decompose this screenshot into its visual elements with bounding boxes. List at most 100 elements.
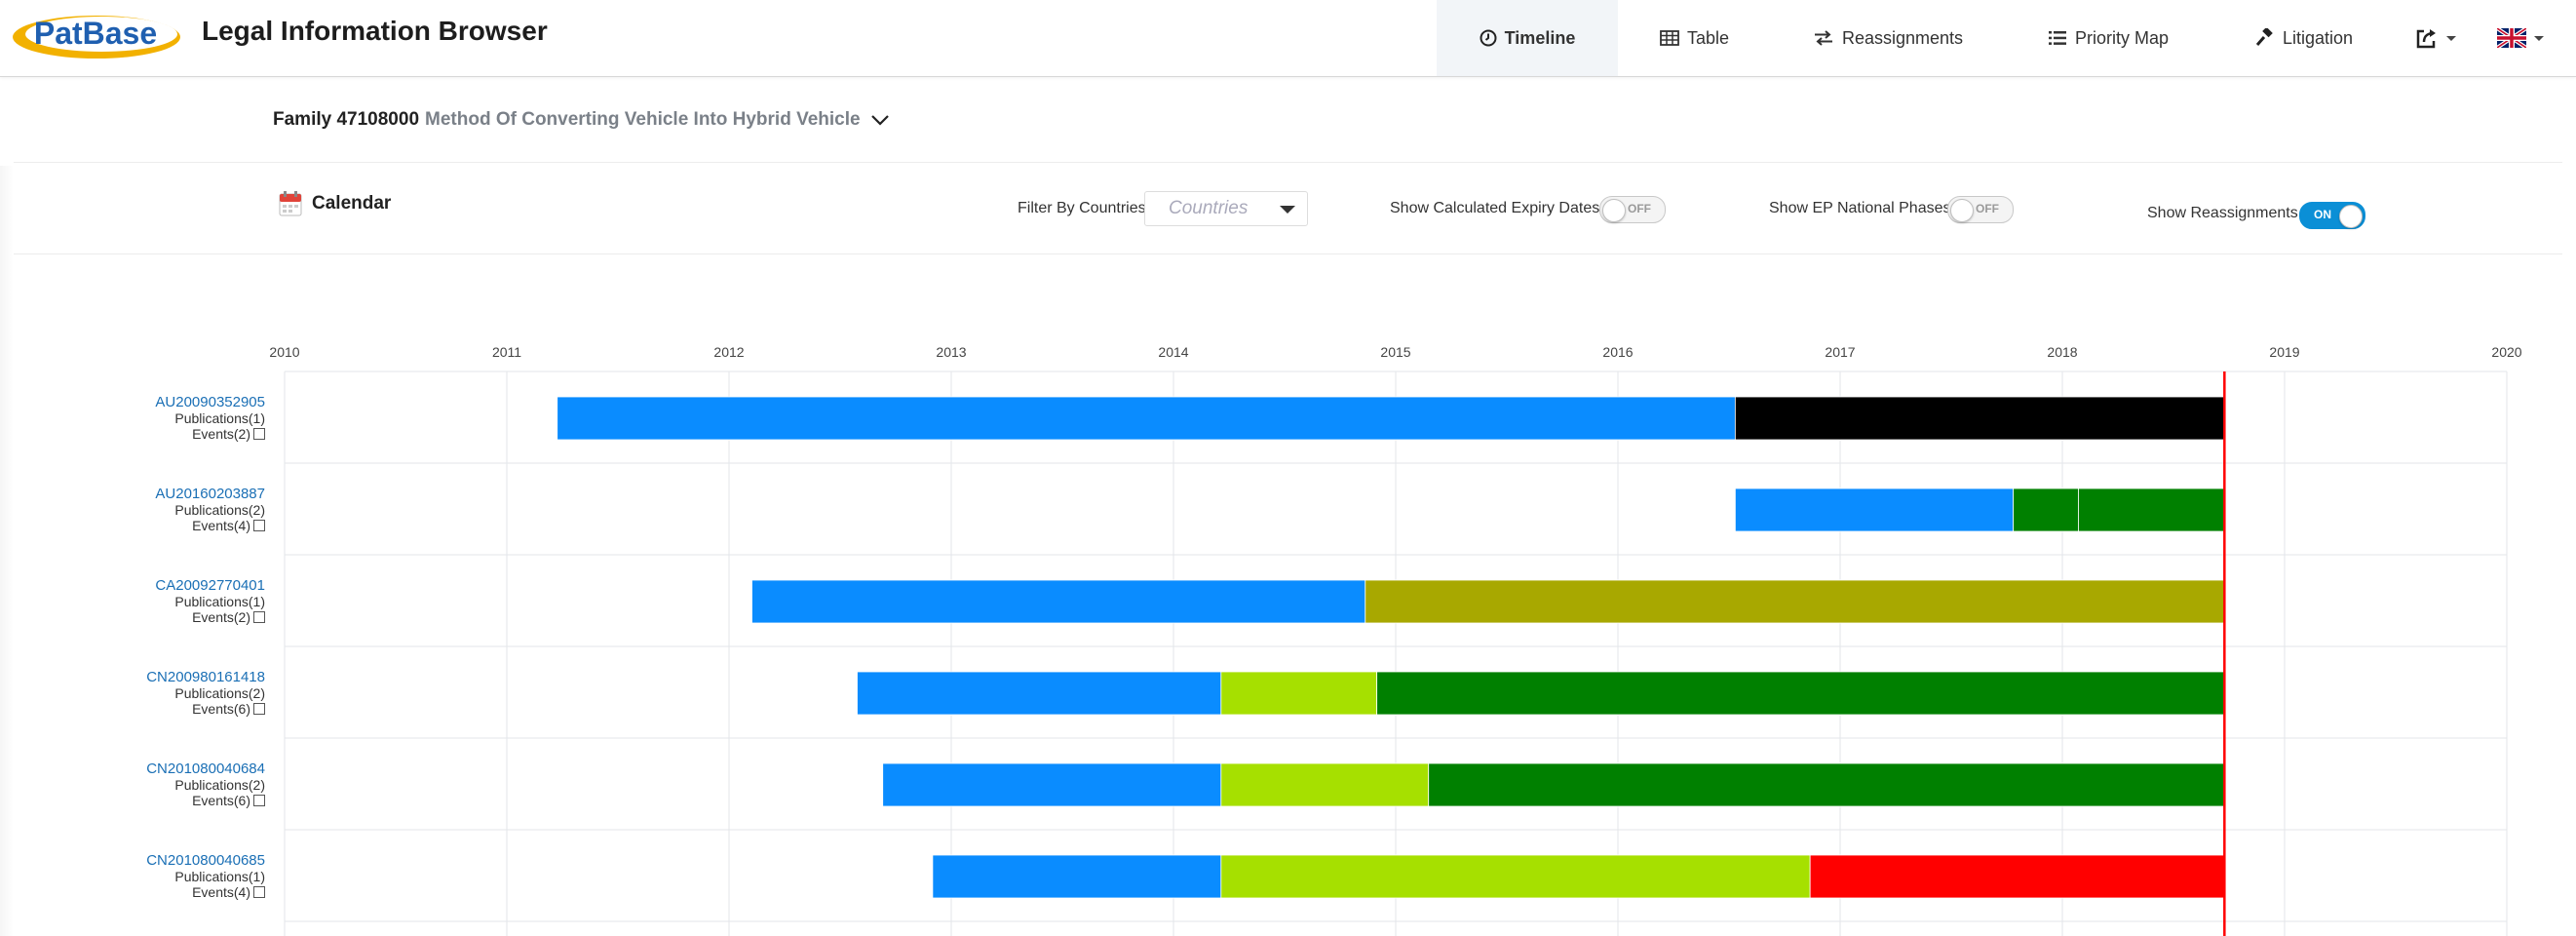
family-id: Family 47108000 <box>273 109 420 130</box>
app-title: Legal Information Browser <box>202 16 548 46</box>
toggle-state: OFF <box>1976 202 1999 215</box>
external-link-icon[interactable] <box>253 703 265 715</box>
toggle-knob <box>1602 199 1626 222</box>
x-tick-label: 2015 <box>1380 344 1410 360</box>
export-menu-button[interactable] <box>2415 0 2456 76</box>
events-count[interactable]: Events(2) <box>0 426 265 442</box>
external-link-icon[interactable] <box>253 886 265 898</box>
chevron-down-icon[interactable] <box>870 113 890 127</box>
ep-phases-label: Show EP National Phases <box>1769 200 1951 216</box>
publications-count[interactable]: Publications(2) <box>174 777 265 793</box>
clock-icon <box>1480 29 1497 47</box>
patent-row-label: AU20090352905 Publications(1) Events(2) <box>0 395 265 442</box>
patbase-logo[interactable]: PatBase <box>12 8 182 60</box>
logo-text: PatBase <box>34 16 157 51</box>
external-link-icon[interactable] <box>253 428 265 440</box>
tab-priority-map[interactable]: Priority Map <box>2048 0 2169 76</box>
toggle-knob <box>1950 199 1974 222</box>
list-icon <box>2049 31 2066 45</box>
timeline-bar-segment <box>932 854 1222 899</box>
external-link-icon[interactable] <box>253 795 265 806</box>
patent-number-link[interactable]: CN200980161418 <box>146 669 265 685</box>
calendar-control[interactable]: Calendar <box>279 191 391 216</box>
calendar-icon <box>279 191 302 216</box>
tab-litigation-label: Litigation <box>2283 27 2354 48</box>
timeline-bar-segment <box>882 762 1222 807</box>
events-count-text: Events(2) <box>192 609 250 625</box>
patent-number-link[interactable]: AU20090352905 <box>155 394 265 410</box>
external-link-icon[interactable] <box>253 520 265 531</box>
x-tick-label: 2014 <box>1158 344 1188 360</box>
patent-number-link[interactable]: AU20160203887 <box>155 486 265 502</box>
x-tick-label: 2019 <box>2269 344 2299 360</box>
timeline-bar-segment <box>1220 671 1378 716</box>
timeline-bar-segment <box>1376 671 2225 716</box>
events-count[interactable]: Events(6) <box>0 701 265 717</box>
family-heading: Family 47108000 Method Of Converting Veh… <box>273 109 890 131</box>
patent-number-link[interactable]: CN201080040685 <box>146 852 265 869</box>
patent-row-label: CN201080040685 Publications(1) Events(4) <box>0 853 265 900</box>
tab-litigation[interactable]: Litigation <box>2255 0 2353 76</box>
ep-phases-toggle[interactable]: OFF <box>1947 196 2014 223</box>
patent-row-label: CN200980161418 Publications(2) Events(6) <box>0 670 265 717</box>
expiry-dates-label: Show Calculated Expiry Dates <box>1390 200 1600 216</box>
swap-arrows-icon <box>1815 30 1832 46</box>
x-tick-label: 2013 <box>936 344 966 360</box>
tab-priority-map-label: Priority Map <box>2075 27 2170 48</box>
language-menu-button[interactable] <box>2497 0 2544 76</box>
filter-countries-label: Filter By Countries <box>1018 200 1146 216</box>
patent-row-label: AU20160203887 Publications(2) Events(4) <box>0 487 265 533</box>
timeline-bar-segment <box>751 579 1366 624</box>
publications-count[interactable]: Publications(1) <box>174 410 265 426</box>
publications-count[interactable]: Publications(1) <box>174 594 265 609</box>
x-tick-label: 2010 <box>269 344 299 360</box>
top-navbar: PatBase Legal Information Browser Timeli… <box>0 0 2576 77</box>
tab-timeline[interactable]: Timeline <box>1437 0 1618 76</box>
chevron-down-icon <box>2446 35 2456 41</box>
dropdown-arrow-icon <box>1280 206 1295 214</box>
countries-select[interactable]: Countries <box>1144 191 1308 226</box>
x-tick-label: 2017 <box>1825 344 1855 360</box>
page-edge-shadow <box>0 166 14 936</box>
x-tick-label: 2020 <box>2491 344 2521 360</box>
toggle-knob <box>2339 205 2363 228</box>
timeline-bar-segment <box>557 396 1736 441</box>
gavel-icon <box>2255 28 2273 46</box>
timeline-bar-segment <box>1734 488 2015 532</box>
events-count-text: Events(4) <box>192 518 250 533</box>
tab-reassignments[interactable]: Reassignments <box>1813 0 1963 76</box>
share-icon <box>2416 29 2436 49</box>
reassignments-label: Show Reassignments <box>2147 205 2298 221</box>
expiry-dates-toggle[interactable]: OFF <box>1599 196 1666 223</box>
publications-count[interactable]: Publications(2) <box>174 502 265 518</box>
events-count[interactable]: Events(4) <box>0 884 265 900</box>
tab-timeline-label: Timeline <box>1504 27 1576 48</box>
patent-row-label: CN201080040684 Publications(2) Events(6) <box>0 761 265 808</box>
events-count-text: Events(2) <box>192 426 250 442</box>
calendar-label: Calendar <box>312 193 392 214</box>
events-count-text: Events(4) <box>192 884 250 900</box>
x-tick-label: 2018 <box>2047 344 2077 360</box>
publications-count[interactable]: Publications(1) <box>174 869 265 884</box>
toggle-state: OFF <box>1628 202 1651 215</box>
toggle-state: ON <box>2314 208 2331 221</box>
timeline-bar-segment <box>1220 854 1811 899</box>
events-count[interactable]: Events(6) <box>0 793 265 808</box>
timeline-bar-segment <box>1220 762 1430 807</box>
section-divider <box>14 162 2562 163</box>
timeline-bar-segment <box>1734 396 2225 441</box>
publications-count[interactable]: Publications(2) <box>174 685 265 701</box>
x-tick-label: 2012 <box>713 344 744 360</box>
events-count-text: Events(6) <box>192 701 250 717</box>
patent-number-link[interactable]: CN201080040684 <box>146 760 265 777</box>
patent-number-link[interactable]: CA20092770401 <box>155 577 265 594</box>
countries-placeholder: Countries <box>1169 198 1249 218</box>
x-tick-label: 2011 <box>492 344 521 360</box>
tab-table[interactable]: Table <box>1660 0 1729 76</box>
events-count[interactable]: Events(2) <box>0 609 265 625</box>
reassignments-toggle[interactable]: ON <box>2299 202 2365 229</box>
timeline-bar-segment <box>1809 854 2225 899</box>
events-count[interactable]: Events(4) <box>0 518 265 533</box>
external-link-icon[interactable] <box>253 611 265 623</box>
